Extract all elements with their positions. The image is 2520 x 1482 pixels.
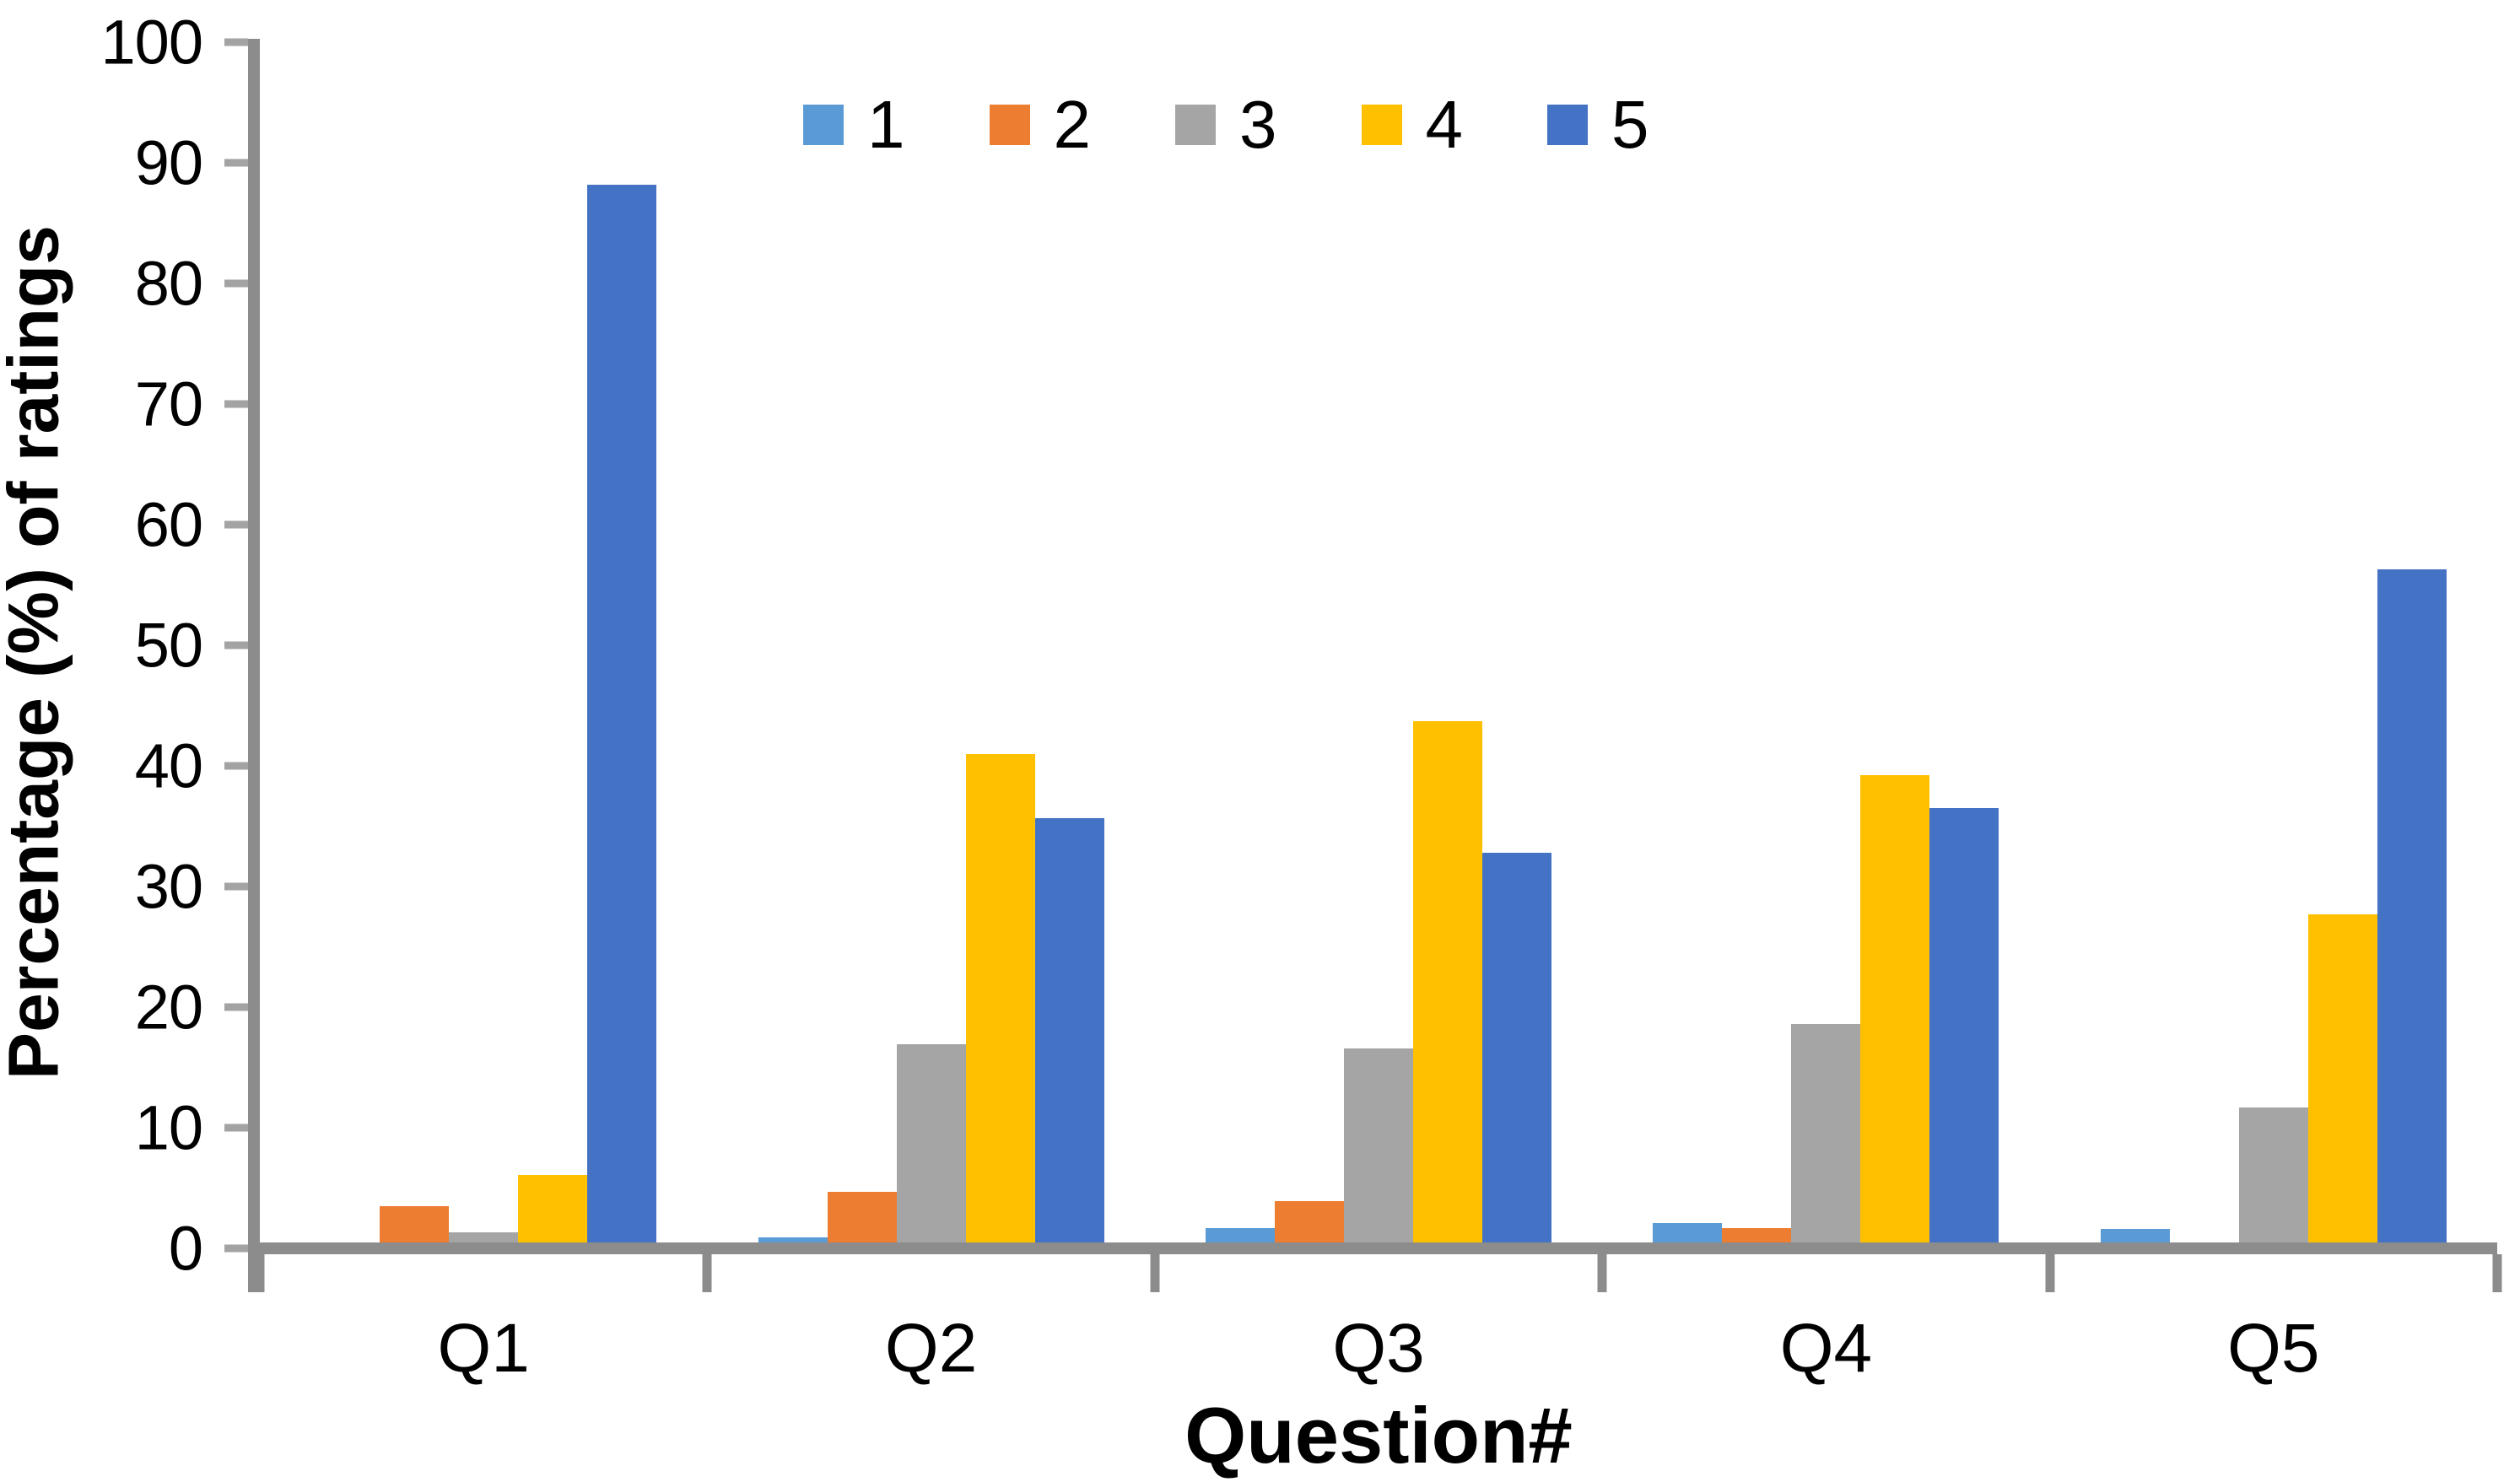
- y-tick-mark: [224, 38, 248, 46]
- x-axis-category-labels: Q1 Q2 Q3 Q4 Q5: [260, 1309, 2497, 1388]
- y-tick-mark: [224, 159, 248, 167]
- x-boundary-tick: [255, 1254, 265, 1292]
- x-boundary-tick: [1150, 1254, 1160, 1292]
- y-tick-mark: [224, 1244, 248, 1253]
- legend-item-3: 3: [1175, 91, 1277, 159]
- bar-q4-rating-4: [1860, 775, 1930, 1248]
- bar-q2-rating-5: [1034, 817, 1104, 1248]
- legend-label: 3: [1239, 87, 1277, 162]
- x-boundary-tick: [2045, 1254, 2055, 1292]
- legend-marker-icon: [1361, 105, 1402, 145]
- y-tick-label: 80: [134, 248, 203, 319]
- x-category-label-q4: Q4: [1779, 1310, 1873, 1387]
- legend-label: 1: [867, 87, 905, 162]
- y-tick-mark: [224, 400, 248, 408]
- y-tick-mark: [224, 520, 248, 529]
- y-tick-label: 70: [134, 369, 203, 439]
- bar-q3-rating-2: [1275, 1201, 1345, 1248]
- bar-q5-rating-4: [2307, 913, 2377, 1248]
- legend-marker-icon: [1175, 105, 1216, 145]
- legend-marker-icon: [803, 105, 844, 145]
- bar-q2-rating-3: [896, 1044, 966, 1248]
- bar-group-q2: [707, 42, 1154, 1248]
- y-tick-label: 10: [134, 1092, 203, 1163]
- legend-label: 5: [1611, 87, 1649, 162]
- x-axis-line: [248, 1242, 2497, 1254]
- y-tick-label: 40: [134, 730, 203, 801]
- legend-label: 2: [1053, 87, 1092, 162]
- y-tick-mark: [224, 1124, 248, 1132]
- legend-item-5: 5: [1547, 91, 1649, 159]
- x-boundary-tick: [702, 1254, 712, 1292]
- y-tick-label: 90: [134, 127, 203, 198]
- y-axis-line: [248, 39, 260, 1292]
- x-category-label-q2: Q2: [884, 1310, 978, 1387]
- bar-q2-rating-2: [827, 1191, 897, 1248]
- y-tick-label: 100: [100, 7, 203, 78]
- bar-q4-rating-5: [1929, 808, 1999, 1248]
- x-category-label-q1: Q1: [437, 1310, 530, 1387]
- x-boundary-tick: [2492, 1254, 2502, 1292]
- legend-item-1: 1: [803, 91, 905, 159]
- x-category-label-q5: Q5: [2227, 1310, 2320, 1387]
- legend-label: 4: [1425, 87, 1464, 162]
- bar-q5-rating-5: [2377, 569, 2447, 1248]
- legend-item-4: 4: [1361, 87, 1464, 162]
- y-tick-label: 0: [168, 1213, 203, 1284]
- bar-group-q4: [1602, 42, 2049, 1248]
- legend-marker-icon: [989, 105, 1030, 145]
- x-axis-title: Question#: [1184, 1391, 1573, 1479]
- bar-group-q3: [1155, 42, 1602, 1248]
- bar-q2-rating-4: [965, 753, 1035, 1248]
- y-axis-tick-labels: 0 10 20 30 40 50 60 70 80 90 100: [0, 8, 203, 1284]
- y-tick-mark: [224, 641, 248, 649]
- legend-item-2: 2: [989, 87, 1092, 162]
- bar-q4-rating-3: [1791, 1024, 1861, 1248]
- bar-q3-rating-5: [1482, 852, 1552, 1248]
- y-tick-label: 30: [134, 851, 203, 922]
- bar-group-q1: [260, 42, 707, 1248]
- bar-q3-rating-4: [1413, 721, 1483, 1248]
- x-boundary-tick: [1597, 1254, 1607, 1292]
- y-tick-label: 20: [134, 972, 203, 1043]
- y-tick-label: 50: [134, 610, 203, 681]
- x-category-label-q3: Q3: [1332, 1310, 1425, 1387]
- bar-group-q5: [2050, 42, 2497, 1248]
- bar-q1-rating-4: [518, 1174, 588, 1248]
- y-tick-label: 60: [134, 489, 203, 560]
- y-tick-mark: [224, 882, 248, 891]
- bar-q5-rating-3: [2238, 1107, 2308, 1248]
- bar-q1-rating-2: [380, 1205, 450, 1248]
- y-tick-mark: [224, 279, 248, 288]
- y-tick-mark: [224, 1003, 248, 1011]
- y-tick-mark: [224, 762, 248, 770]
- plot-area: [224, 38, 2502, 1292]
- bar-groups: [260, 42, 2497, 1248]
- bar-q1-rating-5: [587, 184, 657, 1248]
- legend-marker-icon: [1547, 105, 1588, 145]
- bar-q3-rating-3: [1344, 1048, 1414, 1248]
